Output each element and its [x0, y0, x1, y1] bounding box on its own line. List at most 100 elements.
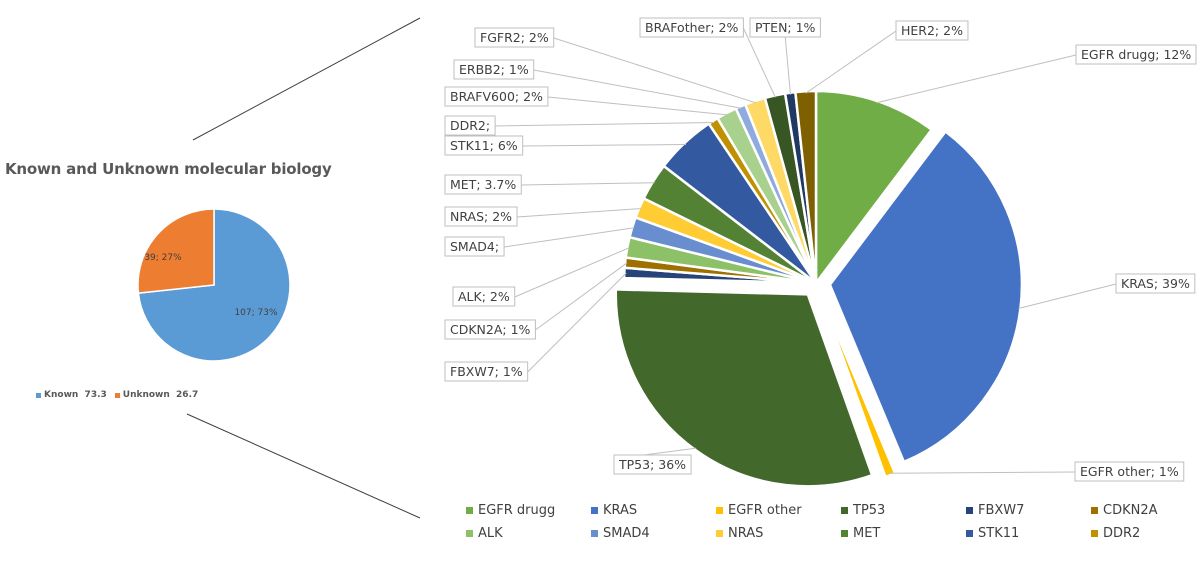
data-label-fgfr2: FGFR2; 2%: [480, 30, 549, 45]
data-label-box-brafv600: [444, 86, 549, 107]
data-label-box-egfr-other: [1074, 461, 1185, 482]
legend-swatch-nras: [716, 530, 723, 537]
legend-swatch-stk11: [966, 530, 973, 537]
legend-item-egfr-drugg: EGFR drugg: [466, 503, 591, 518]
data-label-box-fbxw7: [444, 361, 529, 382]
legend-swatch-tp53: [841, 507, 848, 514]
leader-line-fgfr2: [553, 37, 756, 104]
data-label-met: MET; 3.7%: [450, 177, 516, 192]
leader-line-cdkn2a: [535, 262, 628, 331]
legend-label-stk11: STK11: [978, 526, 1020, 541]
legend-swatch-alk: [466, 530, 473, 537]
legend-item-known: Known 73.3: [36, 390, 107, 400]
leader-line-egfr-drugg: [876, 54, 1077, 104]
data-label-box-ddr2: [444, 115, 496, 136]
data-label-box-nras: [444, 206, 518, 227]
legend-label-met: MET: [853, 526, 881, 541]
data-label-stk11: STK11; 6%: [450, 138, 518, 153]
legend-swatch-smad4: [591, 530, 598, 537]
legend-item-fbxw7: FBXW7: [966, 503, 1091, 518]
leader-line-brafv600: [547, 96, 728, 116]
leader-line-met: [521, 182, 655, 186]
small-pie: 107; 73% 39; 27%: [137, 208, 291, 362]
pie-slice-egfr-drugg: [814, 89, 933, 285]
main-pie-legend: EGFR drugg KRAS EGFR other TP53 FBXW7 CDKN2A A…: [466, 503, 1200, 541]
leader-line-egfr-other: [889, 471, 1076, 474]
legend-item-tp53: TP53: [841, 503, 966, 518]
connector-line-bottom: [186, 413, 421, 519]
data-label-box-her2: [895, 20, 969, 41]
small-pie-legend: Known 73.3 Unknown 26.7: [36, 390, 198, 400]
legend-label-unknown: Unknown 26.7: [122, 390, 199, 400]
leader-line-ddr2: [495, 122, 715, 127]
data-label-box-smad4: [444, 236, 505, 257]
data-label-ddr2: DDR2;: [450, 118, 490, 133]
legend-label-known: Known 73.3: [44, 390, 107, 400]
legend-item-alk: ALK: [466, 526, 591, 541]
legend-label-egfr-drugg: EGFR drugg: [478, 503, 556, 518]
legend-swatch-egfr-other: [716, 507, 723, 514]
pie-of-pie-connectors: [186, 17, 421, 519]
legend-swatch-unknown: [114, 392, 120, 398]
legend-label-smad4: SMAD4: [603, 526, 650, 541]
leader-line-her2: [805, 30, 897, 94]
legend-swatch-met: [841, 530, 848, 537]
data-label-box-cdkn2a: [444, 319, 536, 340]
data-label-fbxw7: FBXW7; 1%: [450, 364, 523, 379]
leader-line-nras: [516, 208, 642, 218]
legend-label-cdkn2a: CDKN2A: [1103, 503, 1158, 518]
legend-item-egfr-other: EGFR other: [716, 503, 841, 518]
data-label-box-pten: [749, 17, 821, 38]
leader-line-erbb2: [533, 69, 742, 109]
data-label-box-alk: [452, 286, 516, 307]
legend-label-fbxw7: FBXW7: [978, 503, 1025, 518]
leader-line-kras: [1018, 283, 1117, 309]
legend-label-tp53: TP53: [853, 503, 886, 518]
small-pie-label-unknown: 39; 27%: [144, 253, 182, 263]
legend-item-smad4: SMAD4: [591, 526, 716, 541]
pie-slice-kras: [828, 130, 1024, 464]
legend-swatch-fbxw7: [966, 507, 973, 514]
data-label-box-egfr-drugg: [1075, 44, 1197, 65]
legend-label-kras: KRAS: [603, 503, 638, 518]
data-label-cdkn2a: CDKN2A; 1%: [450, 322, 531, 337]
leader-line-tp53: [643, 447, 697, 456]
data-labels: EGFR drugg; 12% KRAS; 39% EGFR other; 1% TP…: [444, 17, 1197, 482]
data-label-kras: KRAS; 39%: [1121, 276, 1190, 291]
leader-line-smad4: [503, 227, 635, 248]
legend-swatch-kras: [591, 507, 598, 514]
data-label-egfr-drugg: EGFR drugg; 12%: [1081, 47, 1191, 62]
small-pie-slice-unknown: [137, 208, 215, 294]
data-label-box-fgfr2: [474, 27, 555, 48]
data-label-alk: ALK; 2%: [458, 289, 510, 304]
small-pie-title: Known and Unknown molecular biology: [5, 160, 332, 178]
data-label-egfr-other: EGFR other; 1%: [1080, 464, 1179, 479]
data-label-box-met: [444, 174, 522, 195]
legend-item-ddr2: DDR2: [1091, 526, 1200, 541]
legend-item-stk11: STK11: [966, 526, 1091, 541]
legend-label-ddr2: DDR2: [1103, 526, 1141, 541]
data-label-box-tp53: [613, 454, 692, 475]
data-label-brafv600: BRAFV600; 2%: [450, 89, 543, 104]
legend-label-nras: NRAS: [728, 526, 764, 541]
legend-swatch-cdkn2a: [1091, 507, 1098, 514]
legend-item-met: MET: [841, 526, 966, 541]
data-label-box-stk11: [444, 135, 524, 156]
legend-item-unknown: Unknown 26.7: [114, 390, 199, 400]
connector-line-top: [192, 17, 421, 141]
data-label-her2: HER2; 2%: [901, 23, 963, 38]
legend-swatch-known: [36, 392, 41, 398]
data-label-erbb2: ERBB2; 1%: [459, 62, 529, 77]
leader-lines: [495, 27, 1117, 474]
legend-label-alk: ALK: [478, 526, 503, 541]
data-label-box-erbb2: [453, 59, 535, 80]
data-label-box-kras: [1115, 273, 1196, 294]
legend-label-egfr-other: EGFR other: [728, 503, 802, 518]
data-label-smad4: SMAD4;: [450, 239, 499, 254]
data-label-brafother: BRAFother; 2%: [645, 20, 738, 35]
data-label-tp53: TP53; 36%: [618, 457, 686, 472]
small-pie-label-known: 107; 73%: [234, 308, 278, 318]
legend-swatch-egfr-drugg: [466, 507, 473, 514]
legend-swatch-ddr2: [1091, 530, 1098, 537]
